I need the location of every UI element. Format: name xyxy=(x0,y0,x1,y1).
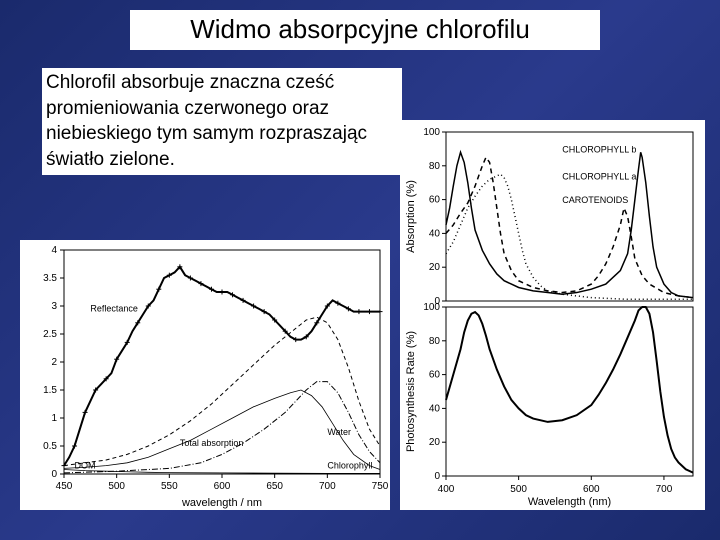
svg-text:DOM: DOM xyxy=(75,460,96,470)
svg-text:400: 400 xyxy=(438,484,455,495)
svg-text:3.5: 3.5 xyxy=(43,273,57,284)
svg-text:wavelength / nm: wavelength / nm xyxy=(181,497,262,509)
svg-text:700: 700 xyxy=(656,484,673,495)
svg-text:450: 450 xyxy=(56,481,73,492)
svg-text:600: 600 xyxy=(214,481,231,492)
reflectance-chart: 0 0.5 1 1.5 2 2.5 3 3.5 4 450 500 550 600 650 700 750 wa… xyxy=(20,240,390,510)
svg-text:Photosynthesis Rate (%): Photosynthesis Rate (%) xyxy=(405,331,417,452)
svg-text:500: 500 xyxy=(108,481,125,492)
svg-text:3: 3 xyxy=(51,301,57,312)
svg-text:20: 20 xyxy=(429,262,441,273)
svg-text:CHLOROPHYLL a: CHLOROPHYLL a xyxy=(562,171,636,181)
svg-text:500: 500 xyxy=(510,484,527,495)
page-title: Widmo absorpcyjne chlorofilu xyxy=(0,14,720,45)
svg-text:0.5: 0.5 xyxy=(43,441,57,452)
svg-text:80: 80 xyxy=(429,161,441,172)
svg-text:Reflectance: Reflectance xyxy=(90,304,138,314)
svg-text:4: 4 xyxy=(51,245,57,256)
svg-text:CAROTENOIDS: CAROTENOIDS xyxy=(562,195,628,205)
svg-text:Chlorophyll: Chlorophyll xyxy=(327,460,372,470)
svg-text:650: 650 xyxy=(266,481,283,492)
svg-text:20: 20 xyxy=(429,437,441,448)
svg-text:Wavelength (nm): Wavelength (nm) xyxy=(528,496,611,508)
svg-text:Absorption (%): Absorption (%) xyxy=(405,180,417,253)
svg-text:2: 2 xyxy=(51,357,57,368)
svg-text:0: 0 xyxy=(434,471,440,482)
svg-text:1.5: 1.5 xyxy=(43,385,57,396)
absorption-photosynthesis-chart: 0 20 40 60 80 100 Absorption (%) CHLOROPHYLL b C… xyxy=(400,120,705,510)
svg-text:Total absorption: Total absorption xyxy=(180,438,244,448)
description-text: Chlorofil absorbuje znaczna cześć promie… xyxy=(42,68,402,175)
svg-text:60: 60 xyxy=(429,370,441,381)
svg-text:1: 1 xyxy=(51,413,57,424)
svg-text:550: 550 xyxy=(161,481,178,492)
svg-text:700: 700 xyxy=(319,481,336,492)
svg-text:100: 100 xyxy=(423,127,440,138)
svg-text:100: 100 xyxy=(423,302,440,313)
svg-text:80: 80 xyxy=(429,336,441,347)
svg-text:750: 750 xyxy=(372,481,389,492)
svg-text:40: 40 xyxy=(429,403,441,414)
svg-text:CHLOROPHYLL b: CHLOROPHYLL b xyxy=(562,144,636,154)
svg-text:Water: Water xyxy=(327,427,351,437)
svg-text:0: 0 xyxy=(51,469,57,480)
svg-text:40: 40 xyxy=(429,228,441,239)
svg-text:2.5: 2.5 xyxy=(43,329,57,340)
svg-text:600: 600 xyxy=(583,484,600,495)
svg-text:60: 60 xyxy=(429,195,441,206)
